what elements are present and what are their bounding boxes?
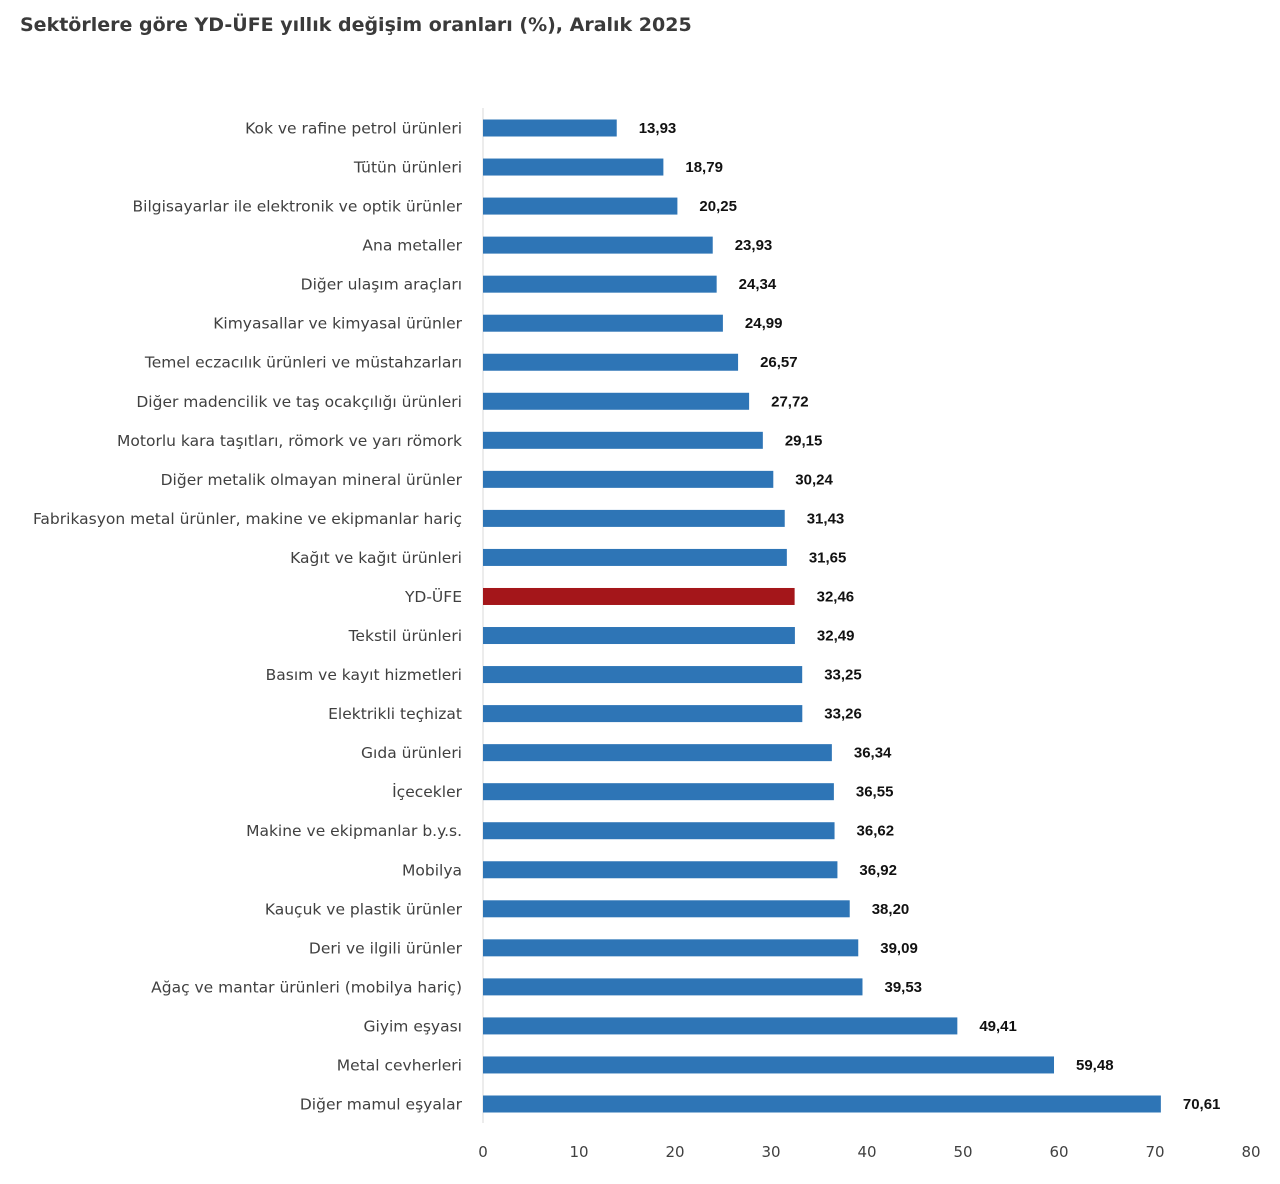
bar-18 [483,822,835,840]
category-label: Fabrikasyon metal ürünler, makine ve eki… [33,510,462,528]
category-label: Mobilya [402,861,462,879]
bar-20 [483,900,850,918]
bar-2 [483,197,678,215]
bar-4 [483,275,717,293]
category-label: Ana metaller [362,237,462,255]
bar-1 [483,158,664,176]
value-label: 29,15 [785,432,823,449]
x-tick-label: 70 [1145,1143,1164,1161]
value-label: 20,25 [699,198,737,215]
bars-group [483,119,1161,1113]
category-labels-group: Kok ve rafine petrol ürünleri Tütün ürünl… [33,120,463,1114]
bar-15 [483,705,803,723]
x-tick-label: 50 [953,1143,972,1161]
bar-19 [483,861,838,879]
value-label: 26,57 [760,354,798,371]
category-label: Tütün ürünleri [353,159,462,177]
value-label: 36,62 [857,823,895,840]
bar-0 [483,119,617,137]
category-label: Temel eczacılık ürünleri ve müstahzarlar… [144,354,462,372]
value-label: 36,55 [856,784,894,801]
category-label: Diğer mamul eşyalar [300,1096,463,1114]
value-labels-group: 13,93 18,79 20,25 23,93 24,34 24,99 26,57 27,72… [639,120,1221,1113]
x-tick-label: 40 [857,1143,876,1161]
bar-22 [483,978,863,996]
bar-5 [483,314,723,332]
category-label: Deri ve ilgili ürünler [309,939,463,957]
x-tick-label: 0 [478,1143,488,1161]
bar-21 [483,939,859,957]
bar-11 [483,548,787,566]
value-label: 32,46 [817,588,855,605]
value-label: 18,79 [685,159,723,176]
value-label: 32,49 [817,628,855,645]
bar-12 [483,587,795,605]
bar-9 [483,470,774,488]
value-label: 30,24 [795,471,833,488]
value-label: 33,26 [824,706,862,723]
value-label: 31,43 [807,510,845,527]
category-label: Diğer metalik olmayan mineral ürünler [161,471,463,489]
x-tick-label: 20 [665,1143,684,1161]
value-label: 33,25 [824,667,862,684]
category-label: Elektrikli teçhizat [328,705,462,723]
value-label: 27,72 [771,393,809,410]
category-label: Diğer ulaşım araçları [301,276,462,294]
bar-7 [483,392,750,410]
value-label: 36,34 [854,745,892,762]
value-label: 59,48 [1076,1057,1114,1074]
x-axis-ticks-group: 0 10 20 30 40 50 60 70 80 [478,1143,1260,1161]
chart-title: Sektörlere göre YD-ÜFE yıllık değişim or… [20,14,692,36]
category-label: Tekstil ürünleri [348,627,462,645]
value-label: 39,09 [880,940,918,957]
category-label: Basım ve kayıt hizmetleri [266,666,462,684]
value-label: 38,20 [872,901,910,918]
bar-17 [483,783,834,801]
value-label: 36,92 [859,862,897,879]
bar-6 [483,353,739,371]
category-label: Gıda ürünleri [361,744,462,762]
category-label: Bilgisayarlar ile elektronik ve optik ür… [133,198,463,216]
bar-14 [483,666,803,684]
value-label: 31,65 [809,549,847,566]
category-label: YD-ÜFE [404,587,462,606]
value-label: 24,99 [745,315,783,332]
value-label: 13,93 [639,120,677,137]
bar-25 [483,1095,1161,1113]
category-label: Kauçuk ve plastik ürünler [265,900,463,918]
value-label: 24,34 [739,276,777,293]
bar-23 [483,1017,958,1035]
bar-24 [483,1056,1055,1074]
bar-10 [483,509,785,527]
bar-3 [483,236,713,254]
bar-8 [483,431,763,449]
value-label: 39,53 [884,979,922,996]
value-label: 23,93 [735,237,773,254]
category-label: Makine ve ekipmanlar b.y.s. [246,822,462,840]
category-label: İçecekler [392,782,463,801]
category-label: Ağaç ve mantar ürünleri (mobilya hariç) [151,978,462,996]
category-label: Motorlu kara taşıtları, römork ve yarı r… [117,432,462,450]
category-label: Giyim eşyası [364,1017,463,1035]
value-label: 49,41 [979,1018,1017,1035]
category-label: Metal cevherleri [337,1056,462,1074]
x-tick-label: 30 [761,1143,780,1161]
category-label: Diğer madencilik ve taş ocakçılığı ürünl… [136,393,462,411]
category-label: Kok ve rafine petrol ürünleri [245,120,462,138]
x-tick-label: 60 [1049,1143,1068,1161]
x-tick-label: 10 [569,1143,588,1161]
bar-16 [483,744,832,762]
x-tick-label: 80 [1241,1143,1260,1161]
category-label: Kağıt ve kağıt ürünleri [290,549,462,567]
category-label: Kimyasallar ve kimyasal ürünler [213,315,462,333]
bar-13 [483,627,795,645]
value-label: 70,61 [1183,1096,1221,1113]
